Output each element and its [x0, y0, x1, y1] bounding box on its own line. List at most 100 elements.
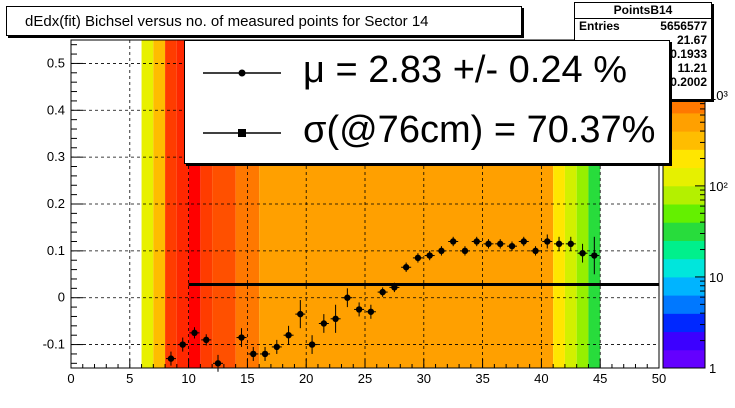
- y-tick-label: 0.2: [47, 196, 65, 211]
- data-point: [285, 332, 292, 339]
- heat-column: [165, 40, 177, 368]
- z-tick-label: 1: [709, 361, 716, 376]
- stats-value: 0.2002: [670, 75, 707, 89]
- data-point: [179, 341, 186, 348]
- palette-band: [663, 295, 705, 314]
- data-point: [344, 294, 351, 301]
- palette-band: [663, 149, 705, 169]
- z-tick-label: 10: [709, 270, 723, 285]
- data-point: [261, 350, 269, 358]
- palette-band: [663, 112, 705, 132]
- data-point: [414, 254, 422, 262]
- data-point: [273, 343, 280, 351]
- stats-key: Entries: [579, 19, 620, 33]
- x-tick-label: 25: [358, 371, 372, 386]
- heat-column: [176, 40, 189, 368]
- data-point: [579, 250, 586, 257]
- data-point: [555, 240, 563, 248]
- palette-band: [663, 331, 705, 351]
- x-tick-label: 50: [652, 371, 666, 386]
- x-tick-label: 45: [593, 371, 607, 386]
- data-point: [497, 240, 504, 248]
- legend-mu-text: μ = 2.83 +/- 0.24 %: [303, 49, 627, 91]
- data-point: [461, 247, 469, 255]
- data-point: [355, 306, 363, 313]
- heat-column: [188, 40, 201, 368]
- legend-marker-mu: [203, 69, 281, 77]
- x-tick-label: 0: [67, 371, 74, 386]
- heat-column: [153, 40, 166, 368]
- y-tick-label: 0.1: [47, 243, 65, 258]
- stats-row: Entries 5656577: [575, 19, 711, 33]
- x-tick-label: 5: [126, 371, 133, 386]
- data-point: [391, 284, 398, 291]
- palette-band: [663, 131, 705, 150]
- title-box: dEdx(fit) Bichsel versus no. of measured…: [6, 6, 522, 36]
- stats-value: 5656577: [660, 19, 707, 33]
- x-tick-label: 20: [299, 371, 313, 386]
- y-tick-label: 0: [58, 290, 65, 305]
- stats-row: 11.21: [575, 61, 711, 75]
- palette-band: [663, 313, 705, 333]
- data-point: [450, 238, 457, 245]
- x-tick-label: 15: [240, 371, 254, 386]
- palette-band: [663, 258, 705, 278]
- data-point: [532, 247, 539, 255]
- legend: μ = 2.83 +/- 0.24 % σ(@76cm) = 70.37%: [184, 40, 670, 164]
- data-point: [332, 315, 339, 322]
- y-tick-label: -0.1: [43, 337, 65, 352]
- heat-column: [141, 40, 154, 368]
- stats-value: 21.67: [676, 33, 707, 47]
- data-point: [238, 334, 245, 341]
- palette-band: [663, 240, 705, 260]
- x-tick-label: 30: [417, 371, 431, 386]
- data-point: [297, 310, 304, 318]
- y-tick-label: 0.3: [47, 149, 65, 164]
- data-point: [203, 336, 210, 344]
- data-point: [379, 288, 386, 296]
- stats-value: 0.1933: [670, 47, 707, 61]
- data-point: [402, 264, 410, 271]
- palette-band: [663, 185, 705, 205]
- x-tick-label: 40: [534, 371, 548, 386]
- palette-band: [663, 222, 705, 241]
- stats-name: PointsB14: [575, 3, 711, 19]
- y-axis: -0.1 0 0.1 0.2 0.3 0.4 0.5: [43, 44, 83, 364]
- legend-entry-sigma: σ(@76cm) = 70.37%: [185, 103, 669, 159]
- data-points: [165, 234, 600, 372]
- data-point: [508, 242, 516, 250]
- palette-band: [663, 276, 705, 296]
- palette-band: [663, 204, 705, 223]
- z-tick-label: 10²: [709, 179, 728, 194]
- palette-band: [663, 349, 705, 369]
- data-point: [308, 341, 316, 348]
- x-tick-label: 10: [181, 371, 195, 386]
- stats-row: 0.2002: [575, 75, 711, 89]
- x-tick-label: 35: [475, 371, 489, 386]
- legend-entry-mu: μ = 2.83 +/- 0.24 %: [185, 43, 669, 99]
- data-point: [520, 238, 527, 245]
- data-point: [426, 252, 433, 259]
- data-point: [591, 252, 598, 259]
- data-point: [438, 247, 445, 255]
- legend-marker-sigma: [203, 129, 281, 137]
- data-point: [544, 238, 551, 245]
- data-point: [250, 350, 257, 358]
- legend-sigma-text: σ(@76cm) = 70.37%: [303, 109, 656, 151]
- palette-band: [663, 167, 705, 187]
- data-point: [191, 329, 198, 337]
- data-point: [214, 360, 222, 367]
- heat-column: [200, 40, 213, 368]
- x-axis: 0 5 10 15 20 25 30 35 40 45 50: [67, 359, 666, 386]
- chart-title: dEdx(fit) Bichsel versus no. of measured…: [25, 13, 429, 30]
- z-tick-label: 10³: [709, 88, 728, 103]
- data-point: [367, 308, 375, 315]
- stats-row: 21.67: [575, 33, 711, 47]
- y-tick-label: 0.5: [47, 55, 65, 70]
- y-tick-label: 0.4: [47, 102, 65, 117]
- stats-value: 11.21: [677, 61, 707, 75]
- data-point: [473, 238, 480, 245]
- stats-row: 0.1933: [575, 47, 711, 61]
- data-point: [485, 240, 492, 248]
- data-point: [167, 355, 175, 362]
